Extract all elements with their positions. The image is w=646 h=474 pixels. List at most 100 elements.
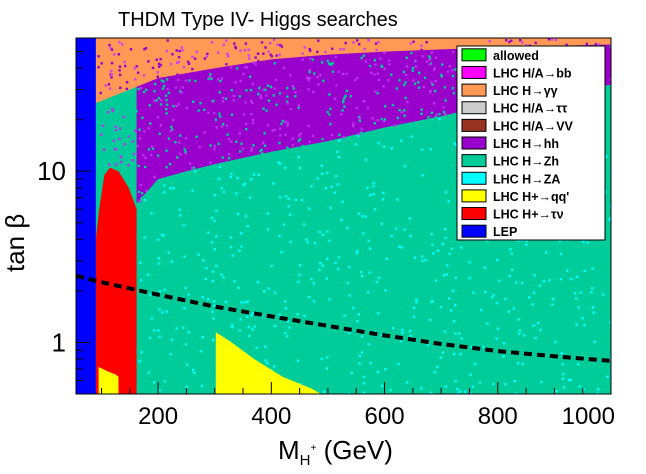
za-point (157, 257, 160, 260)
hh-point (334, 55, 337, 59)
gamgam-point (217, 51, 220, 54)
hh-point (317, 83, 320, 86)
gamgam-point (252, 61, 255, 64)
hh-point (209, 161, 212, 164)
za-point (525, 239, 528, 243)
za-point (396, 198, 399, 201)
za-point (212, 317, 215, 320)
gamgam-point (99, 91, 102, 95)
x-axis-label-main: M (278, 435, 300, 465)
za-point (298, 273, 301, 277)
za-point (210, 216, 214, 219)
hh-point (342, 136, 345, 139)
hh-point (155, 99, 158, 102)
za-point (294, 198, 298, 201)
hh-point (154, 82, 157, 86)
hh-point (184, 79, 188, 82)
za-point (205, 267, 208, 270)
gamgam-point (110, 73, 113, 76)
gamgam-point (550, 38, 554, 41)
za-point (187, 330, 191, 334)
za-point (364, 215, 367, 218)
za-point (452, 352, 456, 356)
za-point (593, 340, 596, 343)
gamgam-point (534, 41, 537, 45)
gamgam-point (165, 49, 169, 53)
hh-point (338, 133, 341, 136)
za-point (460, 337, 463, 340)
y-tick-label: 10 (37, 156, 66, 186)
hh-point (245, 89, 248, 92)
hh-point (207, 77, 210, 81)
za-point (409, 334, 413, 338)
za-point (430, 300, 433, 303)
hh-point (292, 87, 296, 90)
hh-point (373, 122, 376, 125)
hh-point (171, 128, 174, 131)
hh-point (376, 119, 379, 122)
gamgam-scatter-points (97, 38, 601, 95)
za-point (496, 258, 499, 262)
za-point (380, 384, 384, 388)
za-point (222, 276, 225, 279)
za-point (323, 390, 326, 393)
hh-point (329, 63, 333, 66)
gamgam-point (110, 61, 114, 65)
hh-point (373, 59, 377, 62)
gamgam-point (262, 52, 265, 55)
za-point (163, 288, 166, 291)
za-point (575, 275, 579, 279)
hh-point (279, 134, 282, 137)
za-point (377, 276, 381, 279)
za-point (279, 196, 282, 199)
hh-point (286, 146, 289, 149)
hh-point (341, 72, 345, 76)
za-point (380, 222, 383, 226)
hh-point (218, 91, 221, 94)
za-point (518, 332, 521, 335)
gamgam-point (156, 71, 159, 74)
gamgam-point (233, 42, 236, 45)
za-point (413, 256, 417, 259)
gamgam-point (280, 45, 284, 48)
za-point (286, 335, 289, 338)
hh-point (259, 94, 262, 97)
hh-point (271, 129, 274, 132)
za-point (591, 287, 594, 290)
za-point (138, 360, 141, 363)
hh-point (239, 150, 242, 153)
za-point (518, 329, 521, 332)
hh-point (387, 59, 391, 62)
gamgam-point (110, 69, 113, 73)
hh-point (403, 114, 406, 117)
hh-point (262, 141, 265, 145)
gamgam-point (191, 67, 194, 71)
za-point (348, 294, 351, 297)
za-point (333, 191, 337, 194)
za-point (449, 309, 453, 312)
za-point (210, 241, 213, 244)
za-point (457, 391, 460, 394)
za-point (199, 350, 203, 353)
hh-point (307, 124, 310, 127)
hh-point (376, 92, 379, 95)
hh-point (299, 132, 303, 135)
hh-point (145, 88, 148, 91)
za-point (429, 318, 432, 322)
hh-point (102, 148, 106, 151)
legend-label: LHC H→Zh (493, 155, 559, 169)
gamgam-point (339, 48, 342, 51)
gamgam-point (260, 41, 264, 44)
za-point (542, 280, 546, 283)
gamgam-point (177, 60, 180, 64)
za-point (326, 230, 329, 233)
gamgam-point (175, 61, 179, 64)
za-point (389, 388, 392, 392)
gamgam-point (107, 83, 111, 86)
hh-point (236, 67, 239, 70)
za-point (478, 381, 482, 384)
hh-point (141, 116, 144, 119)
za-point (273, 291, 277, 294)
gamgam-point (222, 43, 225, 46)
hh-point (422, 85, 425, 88)
